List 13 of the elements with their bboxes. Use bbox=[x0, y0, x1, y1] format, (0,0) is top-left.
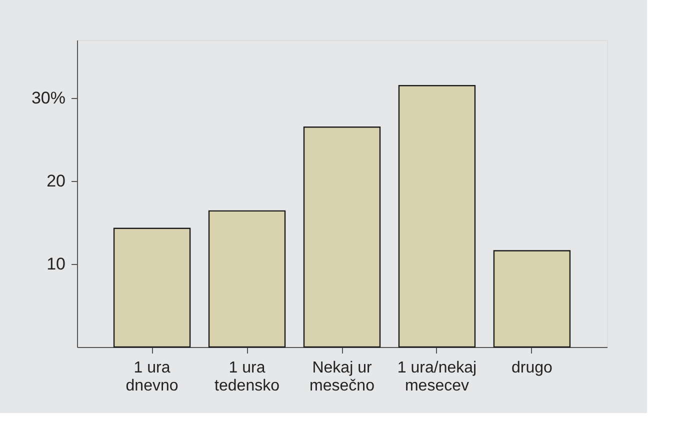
bar bbox=[303, 126, 381, 348]
bar bbox=[113, 228, 191, 348]
x-tick-label: 1 ura dnevno bbox=[126, 360, 178, 394]
y-tick-label: 20 bbox=[46, 172, 66, 191]
bar bbox=[398, 85, 476, 348]
y-tick-label: 30% bbox=[31, 88, 66, 108]
y-tick-label: 10 bbox=[46, 254, 66, 274]
x-tick-label: 1 ura tedensko bbox=[214, 360, 280, 394]
bar bbox=[493, 250, 571, 348]
x-tick-label: 1 ura/nekaj mesecev bbox=[397, 360, 477, 394]
x-tick-label: Nekaj ur mesečno bbox=[310, 360, 375, 394]
bar bbox=[208, 210, 286, 348]
x-tick-label: drugo bbox=[512, 360, 553, 376]
